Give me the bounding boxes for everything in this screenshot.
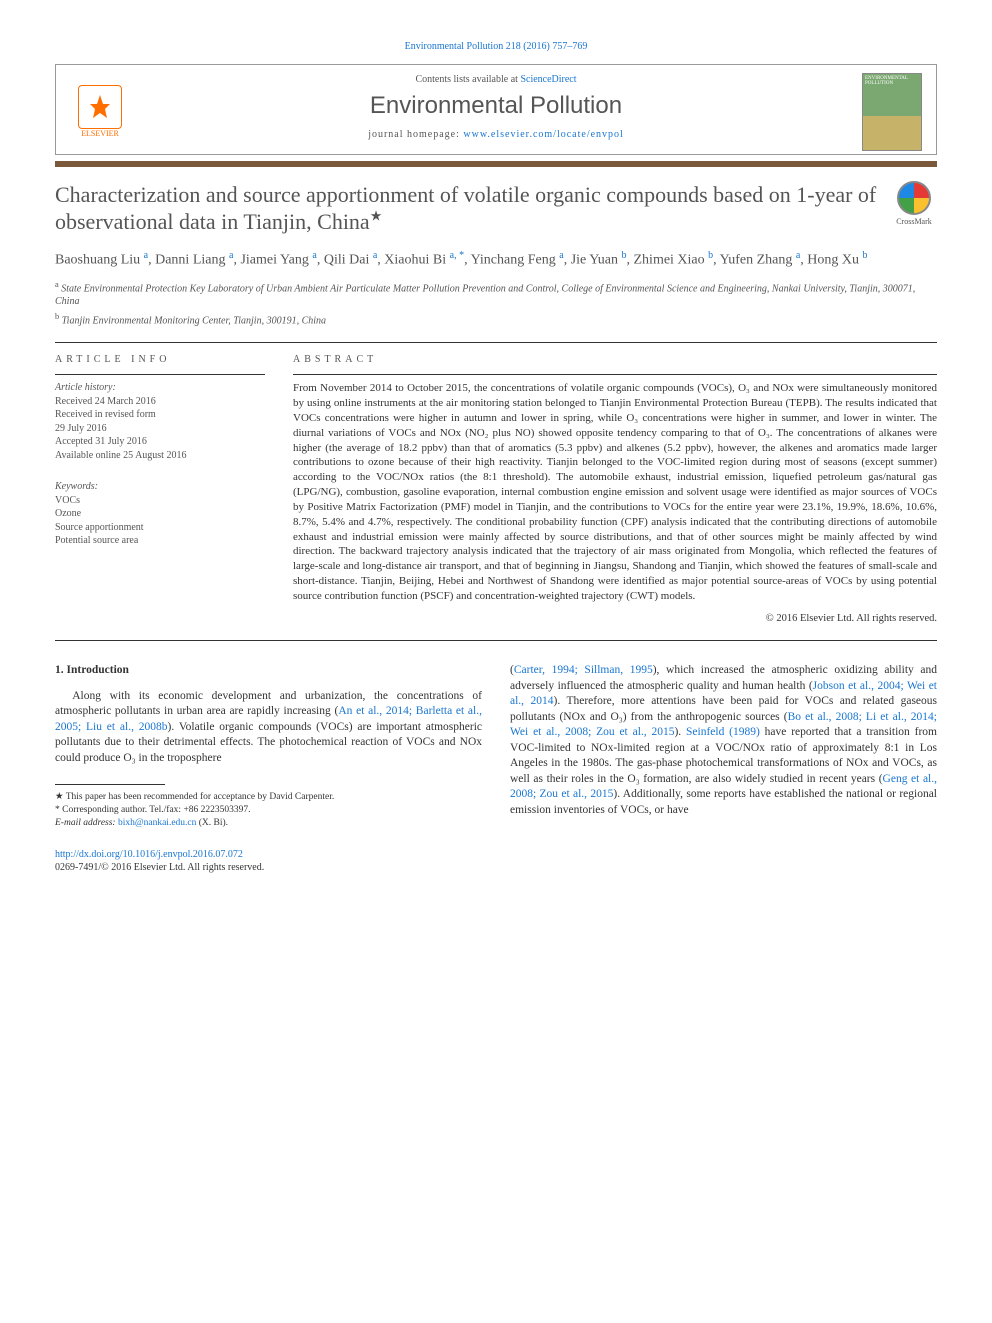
body-paragraph: Along with its economic development and … <box>55 689 482 767</box>
abstract-text: From November 2014 to October 2015, the … <box>293 381 937 604</box>
body-two-column: 1. Introduction Along with its economic … <box>55 663 937 875</box>
footnote-corresponding: * Corresponding author. Tel./fax: +86 22… <box>55 804 482 817</box>
article-info-heading: ARTICLE INFO <box>55 353 265 367</box>
subsection-rule <box>55 374 265 375</box>
publisher-name: ELSEVIER <box>81 129 119 140</box>
header-accent-bar <box>55 161 937 167</box>
running-head: Environmental Pollution 218 (2016) 757–7… <box>55 40 937 54</box>
doi-block: http://dx.doi.org/10.1016/j.envpol.2016.… <box>55 848 482 875</box>
abstract-heading: ABSTRACT <box>293 353 937 367</box>
footnote-recommended: ★ This paper has been recommended for ac… <box>55 791 482 804</box>
crossmark-widget[interactable]: CrossMark <box>891 181 937 228</box>
corresponding-email-link[interactable]: bixh@nankai.edu.cn <box>118 818 196 828</box>
elsevier-tree-icon <box>78 85 122 129</box>
issn-copyright: 0269-7491/© 2016 Elsevier Ltd. All right… <box>55 862 264 873</box>
article-history: Article history: Received 24 March 2016 … <box>55 381 265 462</box>
elsevier-logo: ELSEVIER <box>70 85 130 140</box>
keywords-block: Keywords: VOCs Ozone Source apportionmen… <box>55 480 265 548</box>
contents-available: Contents lists available at ScienceDirec… <box>130 73 862 87</box>
sciencedirect-link[interactable]: ScienceDirect <box>520 74 576 85</box>
doi-link[interactable]: http://dx.doi.org/10.1016/j.envpol.2016.… <box>55 849 243 860</box>
subsection-rule <box>293 374 937 375</box>
footnote-email: E-mail address: bixh@nankai.edu.cn (X. B… <box>55 817 482 830</box>
body-paragraph: (Carter, 1994; Sillman, 1995), which inc… <box>510 663 937 818</box>
intro-heading: 1. Introduction <box>55 663 482 679</box>
affiliation: b Tianjin Environmental Monitoring Cente… <box>55 311 937 328</box>
title-footnote-marker: ★ <box>370 210 383 225</box>
section-divider <box>55 342 937 343</box>
journal-name: Environmental Pollution <box>130 90 862 122</box>
author-list: Baoshuang Liu a, Danni Liang a, Jiamei Y… <box>55 248 937 271</box>
journal-cover-thumbnail: ENVIRONMENTAL POLLUTION <box>862 73 922 151</box>
homepage-link[interactable]: www.elsevier.com/locate/envpol <box>463 129 623 140</box>
abstract-copyright: © 2016 Elsevier Ltd. All rights reserved… <box>293 612 937 626</box>
crossmark-icon <box>897 181 931 215</box>
journal-header: ELSEVIER Contents lists available at Sci… <box>55 64 937 155</box>
footnote-separator <box>55 784 165 785</box>
footnotes: ★ This paper has been recommended for ac… <box>55 791 482 829</box>
affiliation: a State Environmental Protection Key Lab… <box>55 279 937 309</box>
section-divider <box>55 640 937 641</box>
journal-homepage: journal homepage: www.elsevier.com/locat… <box>130 128 862 142</box>
article-title: Characterization and source apportionmen… <box>55 181 881 236</box>
affiliation-list: a State Environmental Protection Key Lab… <box>55 279 937 328</box>
